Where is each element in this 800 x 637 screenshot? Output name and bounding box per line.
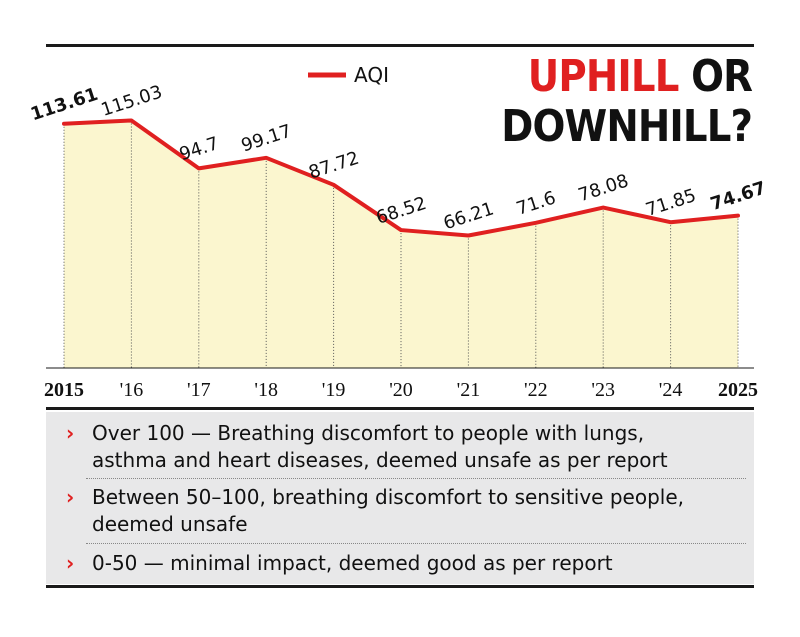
data-label-4: 87.72: [306, 148, 361, 184]
legend-label-aqi: AQI: [354, 63, 389, 87]
x-tick-label-5: '20: [389, 379, 413, 401]
title-uphill: UPHILL: [527, 51, 680, 102]
chart-title: UPHILL OR DOWNHILL?: [501, 51, 753, 152]
data-label-7: 71.6: [514, 187, 559, 219]
x-tick-label-6: '21: [457, 379, 481, 401]
note-0-50: › 0-50 — minimal impact, deemed good as …: [46, 550, 754, 577]
data-point-0: [62, 122, 66, 126]
data-point-7: [534, 221, 538, 225]
title-downhill: DOWNHILL?: [501, 101, 753, 152]
data-label-0: 113.61: [28, 84, 101, 125]
data-point-8: [601, 206, 605, 210]
note-line: Between 50–100, breathing discomfort to …: [92, 485, 684, 509]
data-label-2: 94.7: [177, 133, 222, 165]
data-label-6: 66.21: [441, 198, 496, 234]
area-fill: [64, 120, 738, 368]
data-point-3: [264, 156, 268, 160]
note-divider: [86, 478, 746, 479]
data-point-9: [669, 220, 673, 224]
notes-panel: › Over 100 — Breathing discomfort to peo…: [46, 412, 754, 584]
note-line: deemed unsafe: [92, 512, 248, 536]
x-tick-label-4: '19: [322, 379, 346, 401]
x-tick-label-3: '18: [254, 379, 278, 401]
data-label-1: 115.03: [99, 81, 165, 120]
mid-rule: [46, 407, 754, 410]
x-tick-label-2: '17: [187, 379, 211, 401]
data-label-10: 74.67: [708, 178, 769, 216]
note-line: 0-50 — minimal impact, deemed good as pe…: [92, 551, 613, 575]
chevron-right-icon: ›: [66, 421, 75, 445]
data-point-10: [736, 214, 740, 218]
data-point-2: [197, 166, 201, 170]
bottom-rule: [46, 585, 754, 588]
x-tick-label-1: '16: [120, 379, 144, 401]
note-line: asthma and heart diseases, deemed unsafe…: [92, 448, 668, 472]
x-tick-label-10: 2025: [718, 379, 758, 401]
data-point-1: [129, 118, 133, 122]
note-over-100: › Over 100 — Breathing discomfort to peo…: [46, 420, 754, 474]
title-or: OR: [691, 51, 753, 102]
data-label-8: 78.08: [576, 170, 631, 206]
top-rule: [46, 44, 754, 47]
note-line: Over 100 — Breathing discomfort to peopl…: [92, 421, 645, 445]
x-tick-label-8: '23: [591, 379, 615, 401]
data-point-4: [332, 183, 336, 187]
note-divider: [86, 543, 746, 544]
x-tick-label-9: '24: [659, 379, 683, 401]
chevron-right-icon: ›: [66, 551, 75, 575]
data-label-5: 68.52: [374, 193, 429, 229]
x-tick-label-0: 2015: [44, 379, 84, 401]
chevron-right-icon: ›: [66, 485, 75, 509]
data-label-9: 71.85: [643, 185, 698, 221]
data-label-3: 99.17: [239, 121, 294, 157]
data-point-5: [399, 228, 403, 232]
note-50-100: › Between 50–100, breathing discomfort t…: [46, 484, 754, 538]
data-point-6: [466, 234, 470, 238]
x-tick-label-7: '22: [524, 379, 548, 401]
